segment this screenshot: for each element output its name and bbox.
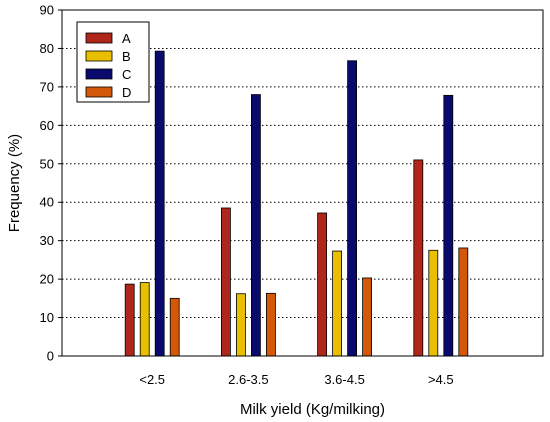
- bar-D-2: [362, 277, 373, 357]
- x-tick-label: 2.6-3.5: [228, 372, 268, 387]
- y-axis-label: Frequency (%): [6, 134, 23, 232]
- x-axis-ticks: <2.5 2.6-3.5 3.6-4.5 >4.5: [139, 372, 453, 387]
- y-axis-ticks: 0 10 20 30 40 50 60 70 80 90: [40, 3, 62, 364]
- y-tick-label: 40: [40, 195, 54, 210]
- bar-B-0: [139, 282, 150, 357]
- bar-C-0: [154, 50, 165, 357]
- x-tick-label: <2.5: [139, 372, 165, 387]
- bar-D-1: [265, 292, 276, 357]
- y-tick-label: 30: [40, 233, 54, 248]
- bar-A-2: [317, 212, 328, 357]
- y-tick-label: 10: [40, 310, 54, 325]
- bar-C-1: [250, 94, 261, 357]
- legend-swatch-B: [85, 50, 113, 62]
- bar-B-2: [332, 250, 343, 357]
- bar-C-3: [443, 94, 454, 357]
- bar-D-0: [169, 297, 180, 357]
- y-tick-label: 50: [40, 156, 54, 171]
- bar-A-0: [124, 283, 135, 357]
- bar-B-1: [235, 293, 246, 357]
- bar-A-1: [220, 207, 231, 357]
- legend-swatch-C: [85, 68, 113, 80]
- legend-label-D: D: [122, 85, 131, 100]
- bar-D-3: [458, 247, 469, 357]
- y-tick-label: 60: [40, 118, 54, 133]
- bar-C-2: [347, 60, 358, 357]
- legend-swatch-D: [85, 86, 113, 98]
- y-tick-label: 80: [40, 41, 54, 56]
- y-tick-label: 20: [40, 272, 54, 287]
- y-tick-label: 0: [47, 349, 54, 364]
- x-tick-label: 3.6-4.5: [324, 372, 364, 387]
- x-axis-label: Milk yield (Kg/milking): [240, 401, 385, 418]
- legend-label-B: B: [122, 49, 131, 64]
- y-tick-label: 70: [40, 79, 54, 94]
- y-tick-label: 90: [40, 3, 54, 18]
- bar-A-3: [413, 159, 424, 357]
- bars: [124, 50, 469, 357]
- legend-label-C: C: [122, 67, 131, 82]
- legend-swatch-A: [85, 32, 113, 44]
- x-tick-label: >4.5: [428, 372, 454, 387]
- bar-B-3: [428, 249, 439, 357]
- plot-frame: [61, 9, 544, 357]
- legend-label-A: A: [122, 31, 131, 46]
